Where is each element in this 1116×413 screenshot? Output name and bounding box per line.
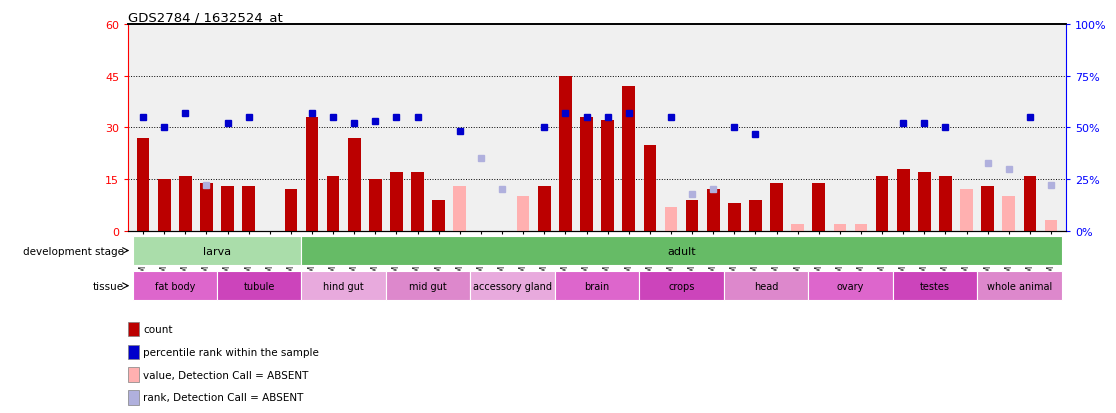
Bar	[834, 224, 846, 231]
Bar	[893, 272, 978, 300]
Bar	[128, 390, 138, 405]
Text: ovary: ovary	[837, 281, 864, 291]
Bar	[1045, 221, 1057, 231]
Bar	[728, 204, 741, 231]
Bar	[179, 176, 192, 231]
Text: head: head	[753, 281, 778, 291]
Bar	[137, 138, 150, 231]
Bar	[217, 272, 301, 300]
Bar	[157, 180, 171, 231]
Text: mid gut: mid gut	[410, 281, 448, 291]
Bar	[348, 138, 360, 231]
Bar	[978, 272, 1061, 300]
Bar	[128, 368, 138, 382]
Bar	[133, 237, 301, 265]
Text: rank, Detection Call = ABSENT: rank, Detection Call = ABSENT	[143, 392, 304, 403]
Text: adult: adult	[667, 246, 696, 256]
Bar	[918, 173, 931, 231]
Bar	[128, 322, 138, 337]
Bar	[981, 187, 994, 231]
Bar	[602, 121, 614, 231]
Bar	[391, 173, 403, 231]
Bar	[623, 87, 635, 231]
Bar	[665, 207, 677, 231]
Text: testes: testes	[920, 281, 950, 291]
Text: brain: brain	[585, 281, 609, 291]
Bar	[706, 190, 720, 231]
Bar	[538, 187, 550, 231]
Bar	[1002, 197, 1016, 231]
Bar	[306, 118, 318, 231]
Bar	[242, 187, 256, 231]
Bar	[580, 118, 593, 231]
Bar	[644, 145, 656, 231]
Text: tubule: tubule	[243, 281, 275, 291]
Bar	[876, 176, 888, 231]
Text: hind gut: hind gut	[324, 281, 364, 291]
Bar	[200, 183, 213, 231]
Text: value, Detection Call = ABSENT: value, Detection Call = ABSENT	[143, 370, 308, 380]
Bar	[791, 224, 804, 231]
Bar	[808, 272, 893, 300]
Bar	[221, 187, 234, 231]
Bar	[470, 272, 555, 300]
Bar	[685, 200, 699, 231]
Bar	[285, 190, 297, 231]
Bar	[939, 176, 952, 231]
Bar	[855, 224, 867, 231]
Bar	[128, 345, 138, 359]
Bar	[749, 200, 762, 231]
Bar	[770, 183, 782, 231]
Text: GDS2784 / 1632524_at: GDS2784 / 1632524_at	[128, 11, 283, 24]
Bar	[432, 200, 445, 231]
Bar	[301, 237, 1061, 265]
Bar	[559, 76, 571, 231]
Bar	[327, 176, 339, 231]
Bar	[517, 197, 529, 231]
Text: percentile rank within the sample: percentile rank within the sample	[143, 347, 319, 357]
Bar	[897, 169, 910, 231]
Bar	[453, 187, 466, 231]
Text: larva: larva	[203, 246, 231, 256]
Bar	[724, 272, 808, 300]
Bar	[960, 190, 973, 231]
Bar	[555, 272, 639, 300]
Bar	[812, 183, 825, 231]
Text: crops: crops	[668, 281, 694, 291]
Text: development stage: development stage	[23, 246, 124, 256]
Bar	[386, 272, 470, 300]
Bar	[301, 272, 386, 300]
Bar	[639, 272, 724, 300]
Text: whole animal: whole animal	[987, 281, 1052, 291]
Text: fat body: fat body	[155, 281, 195, 291]
Bar	[412, 173, 424, 231]
Bar	[369, 180, 382, 231]
Bar	[133, 272, 217, 300]
Text: tissue: tissue	[93, 281, 124, 291]
Text: accessory gland: accessory gland	[473, 281, 552, 291]
Text: count: count	[143, 324, 173, 335]
Bar	[1023, 176, 1037, 231]
